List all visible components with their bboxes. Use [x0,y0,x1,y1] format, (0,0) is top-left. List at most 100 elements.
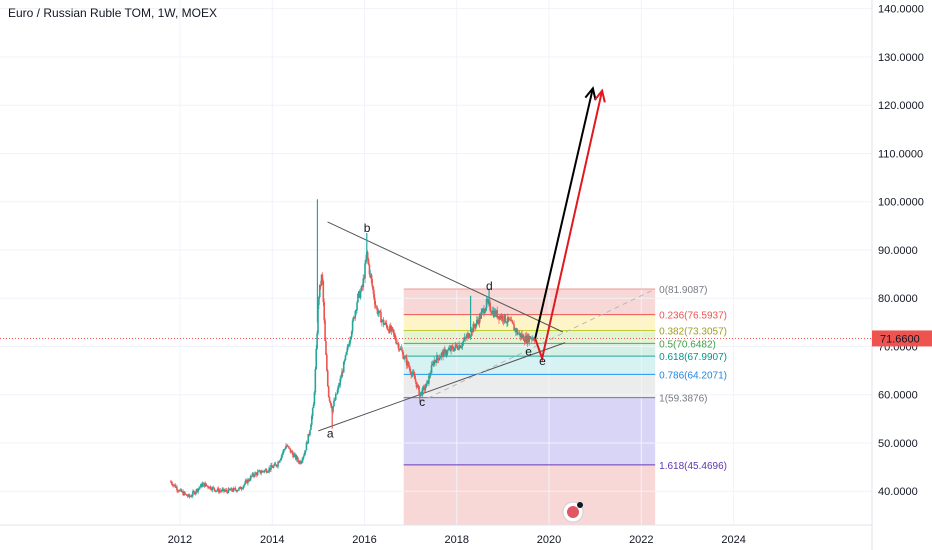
fib-label-7: 1.618(45.4696) [659,461,727,472]
candle-body-47 [211,487,214,491]
candle-body-210 [356,302,358,311]
candle-body-98 [256,471,259,476]
candle-body-155 [307,434,310,444]
candle-body-112 [269,467,271,470]
candle-body-39 [204,483,207,487]
candle-body-294 [430,365,433,374]
fib-band-1 [403,314,656,331]
candle-body-383 [509,319,512,321]
candle-body-329 [461,342,464,347]
candle-body-331 [463,337,466,341]
candle-body-124 [279,458,282,461]
candle-body-220 [365,259,367,264]
candle-body-398 [523,335,525,341]
candle-body-360 [489,302,491,311]
candle-body-333 [465,337,467,339]
wave-label-1: b [364,221,371,235]
candle-body-238 [381,320,383,323]
candle-body-123 [279,460,281,463]
candle-body-342 [473,324,475,327]
candle-body-42 [207,485,209,488]
candle-body-95 [254,472,256,477]
candle-body-304 [439,357,442,359]
candle-body-138 [292,453,294,458]
candle-body-287 [424,387,427,391]
candle-body-266 [405,357,408,366]
candle-body-234 [377,312,380,314]
candle-body-276 [414,379,417,382]
projection-bullish-arrowhead [584,86,597,101]
candle-body-20 [187,494,190,497]
candle-body-354 [483,311,486,314]
candle-body-368 [496,310,499,318]
candle-body-120 [276,466,278,468]
candle-body-97 [255,473,258,476]
candle-body-219 [364,263,366,279]
candle-body-60 [223,488,225,492]
candle-body-207 [353,317,356,319]
candle-body-7 [176,486,178,491]
candle-body-334 [466,334,468,339]
candle-body-26 [192,491,195,493]
candle-body-275 [413,375,416,380]
candle-body-18 [185,494,188,496]
y-tick-label-5: 90.0000 [878,245,918,257]
candle-body-58 [221,489,223,492]
wave-label-5: e [539,354,546,368]
candle-body-277 [415,381,418,388]
candle-body-179 [328,397,331,402]
candle-body-347 [477,321,480,324]
projection-alternate [534,90,604,363]
candle-body-222 [366,252,369,260]
candle-body-135 [289,448,292,453]
candle-body-122 [278,461,280,463]
candles [169,199,536,499]
candle-body-31 [197,488,200,492]
candle-body-283 [421,391,423,396]
candle-body-255 [396,343,398,345]
candle-body-326 [459,345,461,348]
candle-body-44 [208,486,211,489]
candle-body-14 [182,491,184,496]
candle-body-140 [294,454,296,456]
candle-body-173 [323,302,326,321]
candle-body-33 [199,486,201,488]
candle-body-202 [349,340,351,345]
candle-body-323 [456,345,459,349]
candle-body-409 [532,338,535,341]
candle-body-332 [464,337,467,339]
candle-body-239 [381,319,384,321]
candle-body-292 [428,375,431,377]
candle-body-343 [474,326,476,328]
candle-body-297 [433,360,436,365]
fib-band-4 [403,356,656,375]
candle-body-16 [184,492,186,494]
candle-body-131 [286,445,288,447]
x-tick-label-3: 2018 [445,534,469,546]
candle-body-251 [392,329,395,334]
candle-body-298 [434,360,436,361]
candle-body-406 [530,337,532,339]
wave-label-2: c [419,395,425,409]
candle-body-410 [533,340,536,342]
candle-body-80 [240,488,243,490]
candle-body-103 [261,470,263,473]
candle-body-388 [514,328,516,331]
candle-body-224 [368,264,371,275]
candle-body-227 [371,279,373,286]
candle-body-346 [476,319,479,322]
candle-body-195 [342,362,345,373]
candle-body-73 [234,488,237,490]
candle-body-187 [335,393,338,395]
candle-body-386 [512,322,514,325]
candle-body-268 [407,361,410,367]
candle-body-139 [293,454,295,458]
candle-body-49 [213,487,215,490]
candle-body-38 [203,482,206,487]
y-tick-label-8: 120.0000 [878,100,924,112]
candle-body-226 [370,273,373,280]
candle-body-306 [441,351,444,354]
candle-body-274 [413,372,415,376]
